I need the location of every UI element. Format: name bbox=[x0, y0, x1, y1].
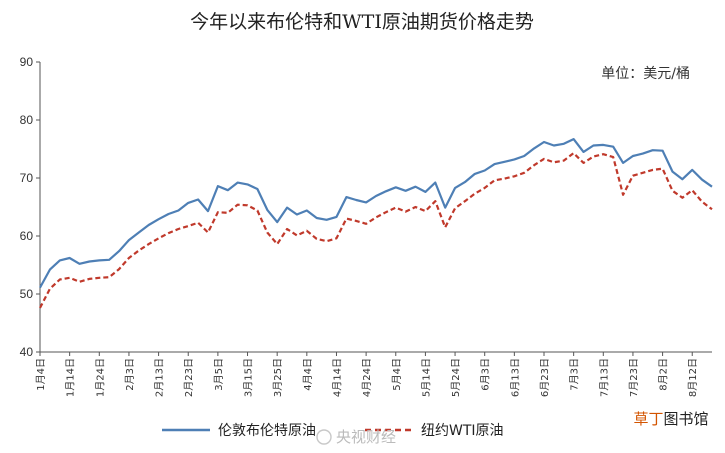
x-tick-label: 7月23日 bbox=[628, 358, 640, 397]
legend-label-brent: 伦敦布伦特原油 bbox=[218, 423, 316, 439]
legend: 伦敦布伦特原油 纽约WTI原油 bbox=[162, 423, 504, 439]
x-tick-label: 6月23日 bbox=[539, 358, 551, 397]
x-tick-label: 2月23日 bbox=[183, 358, 195, 397]
x-tick-label: 8月12日 bbox=[687, 358, 699, 397]
x-tick-label: 1月24日 bbox=[94, 358, 106, 397]
y-tick-label: 80 bbox=[20, 113, 34, 127]
y-tick-label: 50 bbox=[20, 287, 34, 301]
x-tick-label: 1月14日 bbox=[65, 358, 77, 397]
x-tick-label: 2月13日 bbox=[154, 358, 166, 397]
site-logo: 草丁图书馆 bbox=[620, 404, 722, 432]
x-tick-label: 6月13日 bbox=[509, 358, 521, 397]
y-tick-label: 60 bbox=[20, 229, 34, 243]
axes: 40 50 60 70 80 90 1月4日 1月14日 1月24日 2月3日 2月13日 2月23日… bbox=[20, 55, 712, 397]
source-watermark-text: 央视财经 bbox=[336, 428, 396, 446]
y-tick-label: 90 bbox=[20, 55, 34, 69]
x-tick-label: 5月24日 bbox=[450, 358, 462, 397]
x-tick-label: 3月5日 bbox=[213, 358, 225, 391]
y-tick-label: 40 bbox=[20, 345, 34, 359]
x-tick-label: 8月2日 bbox=[658, 358, 670, 391]
x-tick-label: 3月15日 bbox=[243, 358, 255, 397]
x-tick-label: 5月4日 bbox=[391, 358, 403, 391]
x-tick-label: 4月24日 bbox=[361, 358, 373, 397]
series-layer bbox=[39, 138, 713, 309]
x-tick-label: 7月13日 bbox=[598, 358, 610, 397]
x-tick-label: 4月4日 bbox=[302, 358, 314, 391]
x-tick-label: 7月3日 bbox=[569, 358, 581, 391]
site-logo-background bbox=[620, 404, 722, 432]
chart-title: 今年以来布伦特和WTI原油期货价格走势 bbox=[190, 11, 534, 33]
x-tick-label: 2月3日 bbox=[124, 358, 136, 391]
x-tick-label: 3月25日 bbox=[272, 358, 284, 397]
site-logo-text: 草丁图书馆 bbox=[633, 410, 708, 428]
unit-label: 单位：美元/桶 bbox=[601, 66, 690, 82]
x-tick-label: 1月4日 bbox=[35, 358, 47, 391]
x-tick-label: 4月14日 bbox=[331, 358, 343, 397]
y-tick-label: 70 bbox=[20, 171, 34, 185]
legend-label-wti: 纽约WTI原油 bbox=[421, 423, 504, 439]
x-tick-label: 5月14日 bbox=[420, 358, 432, 397]
weibo-icon bbox=[316, 429, 332, 445]
source-watermark: 央视财经 bbox=[316, 428, 396, 446]
x-tick-label: 6月3日 bbox=[480, 358, 492, 391]
series-line-brent bbox=[39, 138, 713, 289]
